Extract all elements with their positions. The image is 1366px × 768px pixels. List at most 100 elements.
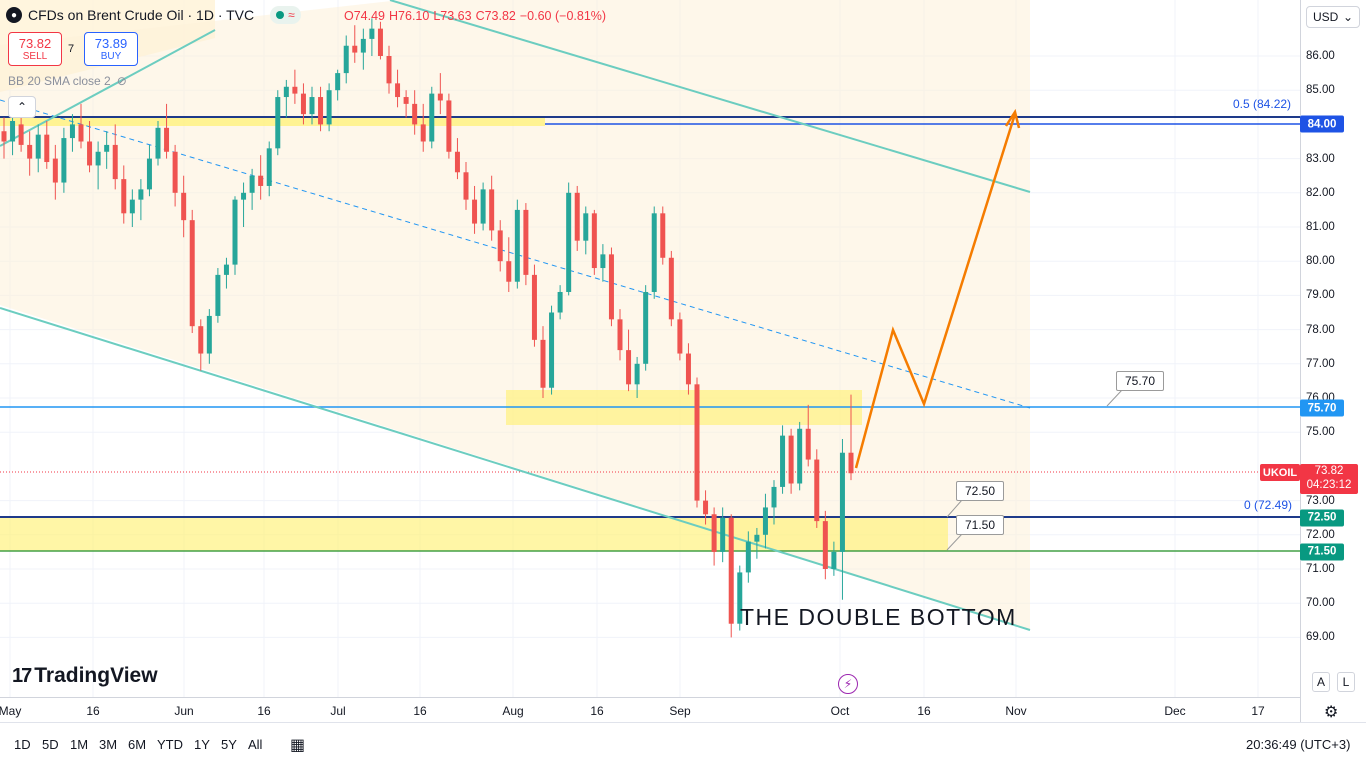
rising-channel-line[interactable]	[0, 29, 216, 147]
candle-down[interactable]	[412, 103, 418, 125]
candle-up[interactable]	[600, 254, 606, 269]
candle-down[interactable]	[52, 158, 58, 183]
candle-down[interactable]	[626, 350, 632, 385]
candle-up[interactable]	[241, 192, 247, 200]
candle-up[interactable]	[754, 534, 760, 542]
candle-up[interactable]	[35, 134, 41, 159]
candle-down[interactable]	[822, 521, 828, 569]
pattern-annotation[interactable]: THE DOUBLE BOTTOM	[740, 604, 1017, 630]
indicator-legend[interactable]: BB 20 SMA close 2 ⊘	[8, 74, 127, 88]
candle-up[interactable]	[360, 38, 366, 53]
candle-up[interactable]	[249, 175, 255, 193]
candle-down[interactable]	[198, 326, 204, 354]
clock-display[interactable]: 20:36:49 (UTC+3)	[1246, 737, 1351, 752]
currency-select[interactable]: USD ⌄	[1306, 6, 1360, 28]
candle-up[interactable]	[95, 151, 101, 166]
candle-down[interactable]	[352, 45, 358, 53]
candle-up[interactable]	[69, 124, 75, 139]
candle-up[interactable]	[583, 213, 589, 241]
candle-down[interactable]	[540, 339, 546, 388]
candle-up[interactable]	[61, 138, 67, 183]
candle-down[interactable]	[395, 83, 401, 98]
candle-up[interactable]	[104, 144, 110, 152]
candle-down[interactable]	[112, 144, 118, 180]
candle-down[interactable]	[318, 97, 324, 125]
candle-down[interactable]	[437, 93, 443, 101]
candle-up[interactable]	[745, 541, 751, 573]
candle-up[interactable]	[651, 213, 657, 292]
candle-up[interactable]	[480, 189, 486, 224]
collapse-legend-button[interactable]: ⌃	[8, 96, 36, 118]
candle-down[interactable]	[497, 230, 503, 262]
candle-up[interactable]	[780, 435, 786, 487]
candle-down[interactable]	[617, 319, 623, 351]
candle-up[interactable]	[309, 97, 315, 115]
candle-up[interactable]	[566, 192, 572, 292]
candle-up[interactable]	[549, 312, 555, 388]
candle-down[interactable]	[506, 261, 512, 282]
candle-up[interactable]	[138, 189, 144, 200]
channel-upper[interactable]	[389, 0, 1031, 193]
candle-down[interactable]	[18, 124, 24, 145]
candle-down[interactable]	[189, 220, 195, 327]
candle-up[interactable]	[369, 28, 375, 39]
candle-down[interactable]	[523, 209, 529, 275]
candle-up[interactable]	[343, 45, 349, 74]
candle-down[interactable]	[446, 100, 452, 152]
candle-down[interactable]	[668, 257, 674, 320]
candle-up[interactable]	[232, 199, 238, 265]
candle-up[interactable]	[146, 158, 152, 190]
candle-up[interactable]	[839, 452, 845, 552]
candle-down[interactable]	[78, 124, 84, 142]
price-level-badge[interactable]: 71.50	[1300, 543, 1344, 561]
callout-75-70[interactable]: 75.70	[1116, 371, 1164, 391]
candle-down[interactable]	[172, 151, 178, 193]
range-button-1y[interactable]: 1Y	[194, 737, 210, 752]
candle-up[interactable]	[266, 148, 272, 186]
range-button-3m[interactable]: 3M	[99, 737, 118, 752]
candle-down[interactable]	[703, 500, 709, 515]
candle-down[interactable]	[694, 384, 700, 501]
price-level-badge[interactable]: 84.00	[1300, 115, 1344, 133]
candle-up[interactable]	[634, 363, 640, 385]
candle-up[interactable]	[771, 486, 777, 508]
candle-up[interactable]	[326, 90, 332, 125]
candle-down[interactable]	[728, 517, 734, 624]
candle-down[interactable]	[27, 144, 33, 159]
candle-down[interactable]	[292, 86, 298, 94]
candle-up[interactable]	[762, 507, 768, 535]
candle-up[interactable]	[429, 93, 435, 142]
candle-down[interactable]	[164, 127, 170, 152]
candle-up[interactable]	[215, 274, 221, 316]
candle-down[interactable]	[677, 319, 683, 354]
candle-up[interactable]	[557, 291, 563, 313]
channel-mid[interactable]	[0, 99, 1031, 409]
tradingview-logo[interactable]: 17 TradingView	[12, 664, 158, 688]
candle-down[interactable]	[660, 213, 666, 258]
buy-button[interactable]: 73.89 BUY	[84, 32, 138, 66]
candle-down[interactable]	[454, 151, 460, 173]
range-button-5y[interactable]: 5Y	[221, 737, 237, 752]
candle-up[interactable]	[514, 209, 520, 282]
market-status[interactable]: ≈	[270, 6, 301, 24]
candle-down[interactable]	[420, 124, 426, 142]
candle-down[interactable]	[258, 175, 264, 186]
candle-down[interactable]	[848, 452, 854, 474]
candle-up[interactable]	[335, 73, 341, 91]
auto-scale-button[interactable]: A	[1312, 672, 1330, 692]
candle-down[interactable]	[685, 353, 691, 385]
log-scale-button[interactable]: L	[1337, 672, 1355, 692]
callout-72-50[interactable]: 72.50	[956, 481, 1004, 501]
eye-off-icon[interactable]: ⊘	[116, 74, 127, 88]
candle-down[interactable]	[44, 134, 50, 163]
candle-down[interactable]	[608, 254, 614, 320]
candle-up[interactable]	[643, 291, 649, 364]
symbol-title[interactable]: CFDs on Brent Crude Oil · 1D · TVC	[28, 7, 255, 23]
symbol-header[interactable]: ● CFDs on Brent Crude Oil · 1D · TVC ≈	[6, 6, 301, 24]
range-button-1m[interactable]: 1M	[70, 737, 89, 752]
channel-lower[interactable]	[0, 307, 1031, 631]
candle-down[interactable]	[1, 131, 7, 142]
candle-down[interactable]	[788, 435, 794, 484]
candle-up[interactable]	[275, 97, 281, 149]
candle-down[interactable]	[574, 192, 580, 241]
